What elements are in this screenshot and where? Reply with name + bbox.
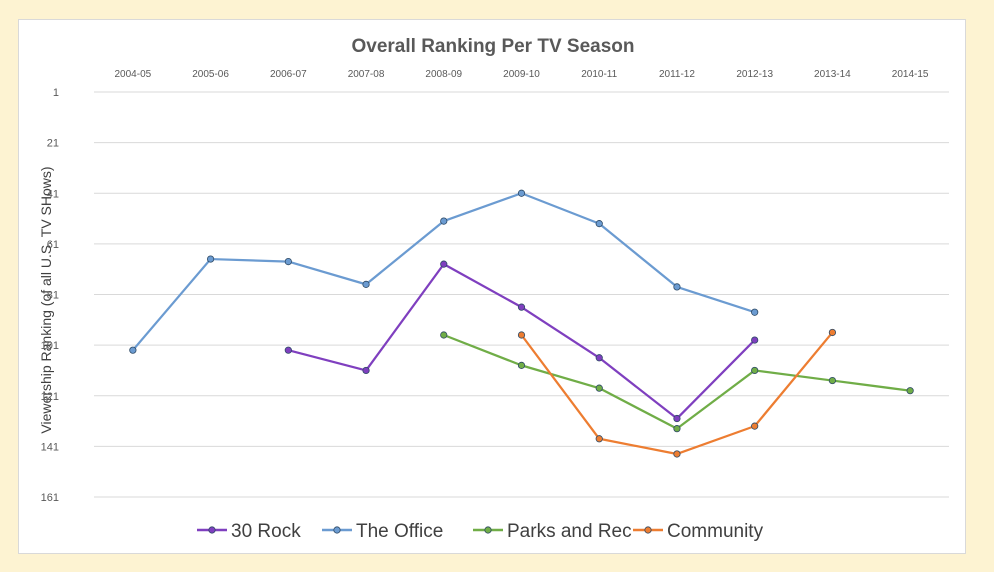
data-point <box>673 414 681 423</box>
x-tick-label: 2008-09 <box>425 69 462 80</box>
chart-frame: Overall Ranking Per TV Season Viewership… <box>18 19 966 554</box>
data-point <box>673 450 681 458</box>
x-tick-label: 2011-12 <box>659 69 695 80</box>
y-axis-label: Viewership Ranking (of all U.S. TV SHows… <box>38 166 54 433</box>
legend-item-community: Community <box>633 521 764 542</box>
data-point <box>751 336 759 344</box>
data-point <box>828 328 837 337</box>
data-point <box>517 303 526 311</box>
y-tick-label: 121 <box>41 391 59 403</box>
legend-label: Community <box>667 521 764 542</box>
data-point <box>362 366 370 375</box>
data-point <box>595 354 603 362</box>
y-tick-label: 141 <box>41 441 59 453</box>
data-point <box>440 260 448 268</box>
chart-title: Overall Ranking Per TV Season <box>352 36 635 57</box>
x-tick-label: 2010-11 <box>581 69 617 80</box>
data-point <box>517 331 526 339</box>
data-point <box>828 376 837 385</box>
legend-swatch-marker <box>208 526 216 534</box>
series-lines <box>129 189 914 458</box>
gridlines <box>94 91 949 498</box>
y-tick-label: 161 <box>41 492 59 504</box>
series-line-the-office <box>132 192 756 351</box>
y-tick-label: 101 <box>41 340 59 352</box>
data-point <box>440 217 448 225</box>
data-point <box>751 422 759 430</box>
data-point <box>440 331 448 339</box>
y-tick-label: 81 <box>47 290 59 302</box>
data-point <box>751 308 759 316</box>
data-point <box>673 283 681 291</box>
x-axis-ticks: 2004-05 2005-06 2006-07 2007-08 2008-09 2009-… <box>115 69 929 80</box>
series-line-parks-and-rec <box>443 333 911 430</box>
x-tick-label: 2007-08 <box>348 69 385 80</box>
x-tick-label: 2005-06 <box>192 69 229 80</box>
series-line-community <box>520 331 834 456</box>
legend-label: 30 Rock <box>231 521 301 542</box>
legend-label: Parks and Rec <box>507 521 632 542</box>
legend-item-parks-and-rec: Parks and Rec <box>473 521 632 542</box>
data-point <box>284 346 292 354</box>
legend-swatch-marker <box>644 526 652 534</box>
y-tick-label: 21 <box>47 138 59 150</box>
data-point <box>906 387 914 395</box>
data-point <box>362 280 370 288</box>
series-parks-and-rec <box>440 331 914 433</box>
y-tick-label: 41 <box>47 188 59 200</box>
data-point <box>206 255 215 263</box>
data-point <box>129 346 137 354</box>
series-community <box>517 328 837 458</box>
data-point <box>517 361 526 369</box>
series-30-rock <box>284 260 759 423</box>
legend: 30 Rock The Office Parks and Rec Community <box>197 521 764 542</box>
x-tick-label: 2006-07 <box>270 69 307 80</box>
data-point <box>284 257 292 266</box>
legend-label: The Office <box>356 521 443 542</box>
data-point <box>595 220 603 228</box>
x-tick-label: 2012-13 <box>736 69 773 80</box>
legend-swatch-marker <box>484 526 492 534</box>
data-point <box>673 425 681 433</box>
line-chart: Overall Ranking Per TV Season Viewership… <box>38 36 949 542</box>
legend-item-the-office: The Office <box>322 521 443 542</box>
data-point <box>595 435 603 443</box>
legend-swatch-marker <box>333 526 341 534</box>
y-tick-label: 1 <box>53 87 59 99</box>
legend-item-30-rock: 30 Rock <box>197 521 301 542</box>
x-tick-label: 2014-15 <box>892 69 929 80</box>
data-point <box>517 189 526 197</box>
data-point <box>751 366 759 375</box>
series-the-office <box>129 189 759 354</box>
y-tick-label: 61 <box>47 239 59 251</box>
data-point <box>595 384 603 392</box>
x-tick-label: 2004-05 <box>115 69 152 80</box>
x-tick-label: 2013-14 <box>814 69 851 80</box>
x-tick-label: 2009-10 <box>503 69 540 80</box>
